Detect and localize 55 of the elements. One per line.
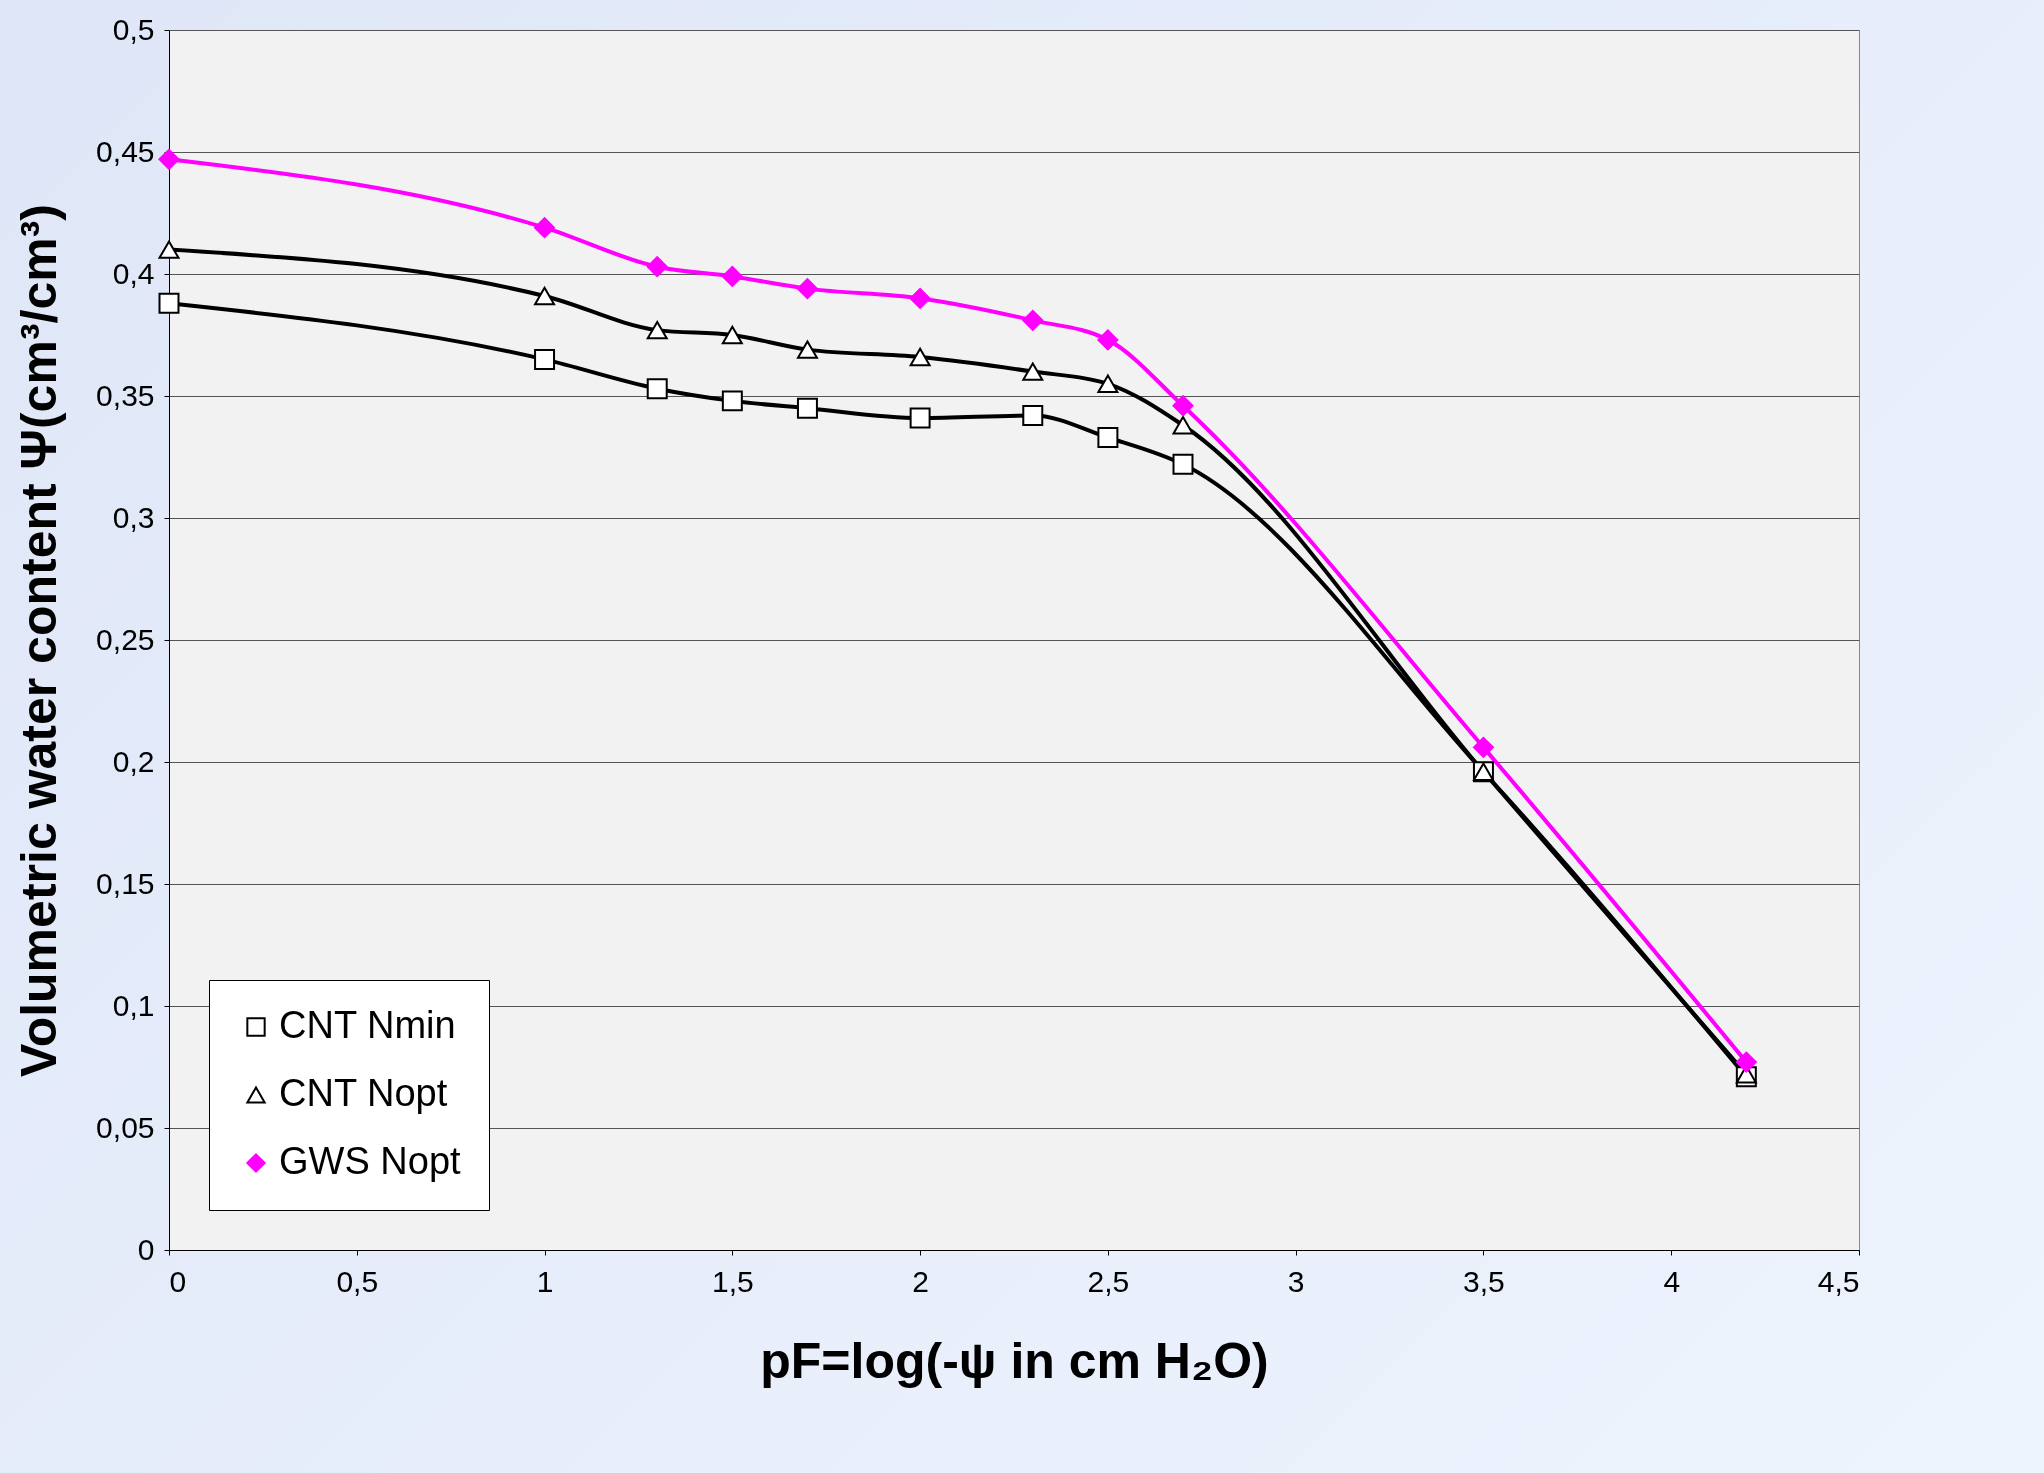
point (1172, 453, 1194, 475)
point (534, 348, 556, 370)
point (534, 286, 556, 306)
point (796, 340, 818, 359)
point (1097, 374, 1119, 394)
point (1172, 416, 1194, 435)
point (909, 287, 931, 309)
y-tick-label: 0,35 (96, 378, 155, 412)
x-tick-label: 4 (1663, 1264, 1681, 1298)
x-tick-label: 0,5 (336, 1264, 379, 1298)
point (1472, 736, 1494, 758)
legend-label: GWS Nopt (279, 1140, 462, 1182)
legend-label: CNT Nmin (279, 1004, 456, 1046)
x-axis-title: pF=log(-ψ in cm H₂O) (760, 1332, 1269, 1389)
legend-label: CNT Nopt (279, 1072, 448, 1114)
point (909, 347, 931, 367)
y-tick-label: 0,15 (96, 866, 155, 900)
point (646, 256, 668, 278)
point (796, 278, 818, 300)
y-axis-title: Volumetric water content Ψ(cm³/cm³) (11, 204, 68, 1077)
point (721, 325, 743, 345)
point (721, 390, 743, 412)
point (158, 148, 180, 170)
y-tick-label: 0,45 (96, 134, 155, 168)
point (646, 320, 668, 340)
y-tick-label: 0,05 (96, 1110, 155, 1144)
point (1097, 329, 1119, 351)
y-tick-label: 0,5 (112, 12, 155, 46)
x-tick-label: 1,5 (711, 1264, 754, 1298)
x-tick-label: 1 (536, 1264, 554, 1298)
point (1097, 426, 1119, 448)
x-tick-label: 2 (912, 1264, 929, 1298)
point (1172, 395, 1194, 417)
point (909, 407, 931, 429)
y-tick-label: 0 (137, 1232, 155, 1266)
point (1022, 405, 1044, 427)
point (534, 217, 556, 239)
point (158, 292, 180, 314)
y-tick-label: 0,4 (112, 256, 155, 290)
y-tick-label: 0,3 (112, 500, 155, 534)
x-tick-label: 2,5 (1087, 1264, 1130, 1298)
y-tick-label: 0,2 (112, 744, 155, 778)
point (721, 265, 743, 287)
x-tick-label: 3,5 (1463, 1264, 1505, 1298)
point (1022, 309, 1044, 331)
point (1022, 362, 1044, 381)
x-tick-label: 0 (169, 1264, 187, 1298)
point (158, 240, 180, 259)
point (1735, 1051, 1757, 1073)
y-tick-label: 0,25 (96, 622, 155, 656)
x-tick-label: 3 (1287, 1264, 1305, 1298)
y-tick-label: 0,1 (112, 988, 155, 1022)
point (646, 378, 668, 400)
point (796, 397, 818, 419)
x-tick-label: 4,5 (1817, 1264, 1860, 1298)
